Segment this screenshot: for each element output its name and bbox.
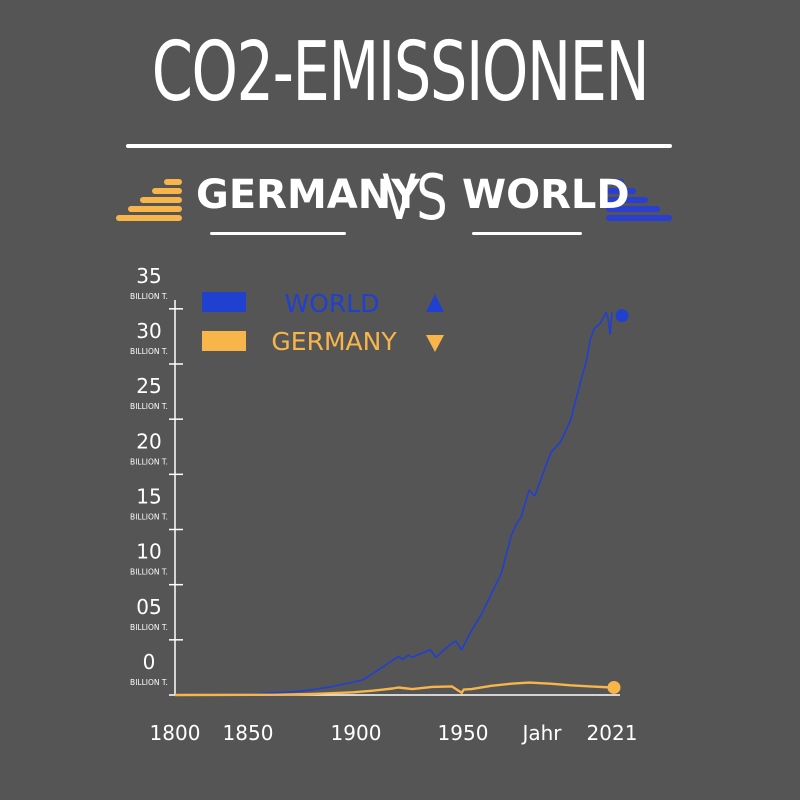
y-tick-unit: BILLION T.: [130, 512, 168, 521]
legend-swatch-world: [202, 292, 246, 312]
y-tick-label-30: 30: [136, 319, 161, 343]
x-axis-label: Jahr: [520, 721, 562, 745]
y-tick-unit: BILLION T.: [130, 623, 168, 632]
y-tick-unit: BILLION T.: [130, 457, 168, 466]
y-tick-label-0: 0: [143, 650, 156, 674]
y-tick-label-35: 35: [136, 264, 161, 288]
y-tick-unit: BILLION T.: [130, 678, 168, 687]
x-tick-label-1850: 1850: [223, 721, 274, 745]
x-tick-label-1950: 1950: [438, 721, 489, 745]
x-tick-label-1900: 1900: [331, 721, 382, 745]
y-tick-unit: BILLION T.: [130, 347, 168, 356]
x-tick-label-2021: 2021: [587, 721, 638, 745]
world-heading-underline: [472, 232, 582, 235]
germany-heading-underline: [210, 232, 346, 235]
title-underline: [126, 144, 672, 148]
germany-endpoint: [607, 680, 621, 694]
triangle-up-icon: [426, 294, 444, 312]
vs-label: VS: [382, 161, 448, 234]
legend-swatch-germany: [202, 331, 246, 351]
page-title: CO2-EMISSIONEN: [151, 25, 650, 120]
y-tick-unit: BILLION T.: [130, 568, 168, 577]
series-line-world: [174, 311, 613, 696]
y-tick-unit: BILLION T.: [130, 292, 168, 301]
y-tick-label-20: 20: [136, 429, 161, 453]
world-endpoint: [615, 309, 629, 323]
legend-label-germany: GERMANY: [271, 327, 397, 356]
series-line-germany: [174, 681, 613, 697]
triangle-down-icon: [426, 335, 444, 352]
chart-legend: WORLD GERMANY: [202, 289, 444, 356]
y-tick-label-10: 10: [136, 540, 161, 564]
y-tick-label-05: 05: [136, 595, 161, 619]
y-tick-label-25: 25: [136, 374, 161, 398]
y-tick-unit: BILLION T.: [130, 402, 168, 411]
x-tick-label-1800: 1800: [150, 721, 201, 745]
y-tick-label-15: 15: [136, 484, 161, 508]
legend-label-world: WORLD: [285, 289, 380, 318]
